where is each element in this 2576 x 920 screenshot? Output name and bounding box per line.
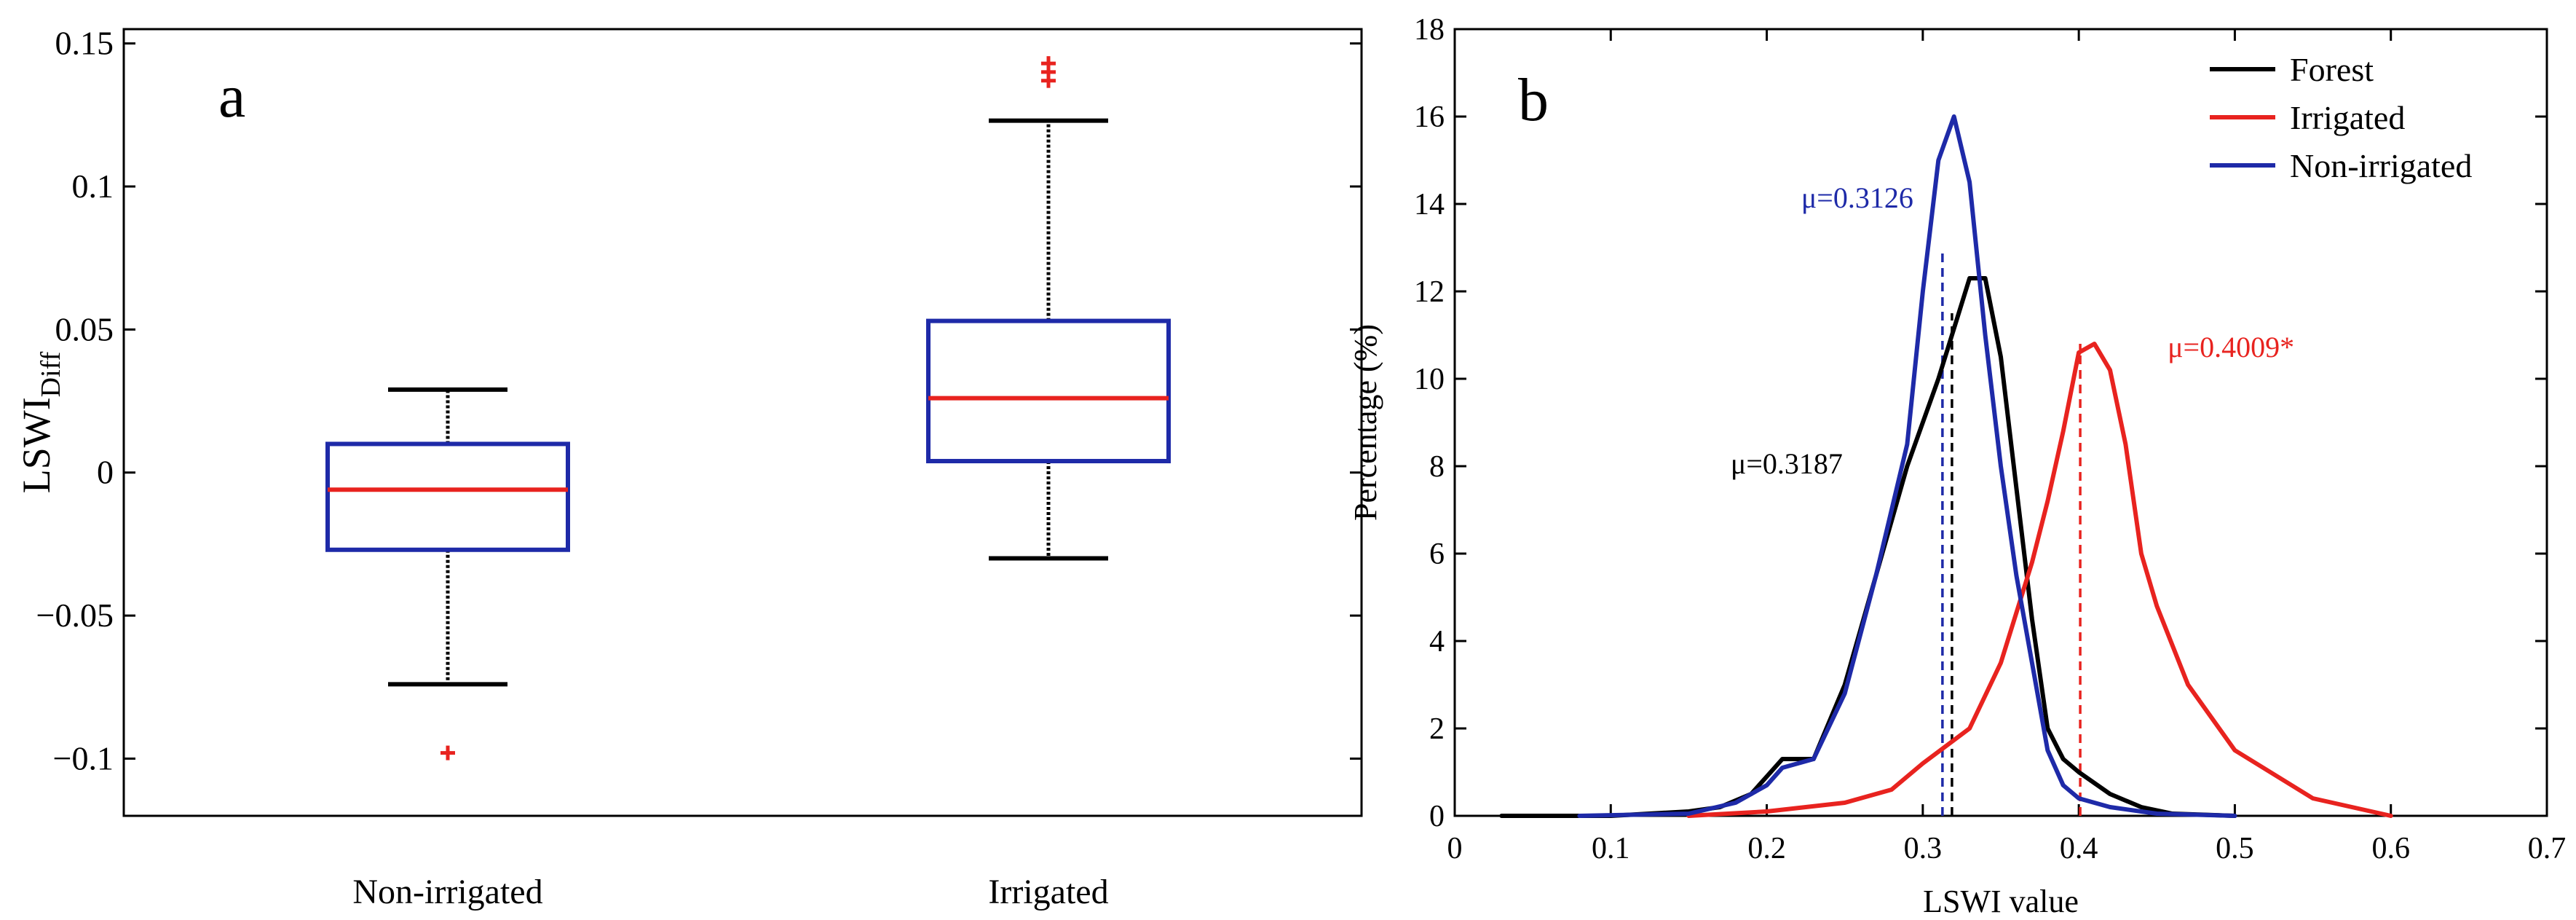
panel-b-lineplot: b LSWI value Percentage (%) 0 2 4 6 8 10 12 14 1…	[1348, 13, 2566, 919]
y-tick-label-b: 14	[1414, 188, 1445, 221]
x-tick-label-a: Irrigated	[988, 873, 1108, 911]
x-tick-label-b: 0.5	[2216, 832, 2254, 865]
y-tick-label-b: 12	[1414, 275, 1445, 309]
mean-label-non-irrigated: μ=0.3126	[1801, 181, 1913, 214]
mean-label-forest: μ=0.3187	[1731, 447, 1843, 480]
box-non-irrigated	[325, 387, 570, 760]
y-tick-label-b: 0	[1429, 800, 1445, 833]
y-tick-label-b: 16	[1414, 101, 1445, 134]
panel-a-y-ticks: −0.1 −0.05 0 0.05 0.1 0.15	[36, 25, 1362, 777]
y-tick-label-b: 6	[1429, 538, 1445, 571]
panel-b-legend: Forest Irrigated Non-irrigated	[2210, 51, 2472, 184]
box-iqr	[926, 318, 1171, 464]
y-tick-label-a: 0.05	[55, 310, 114, 347]
panel-b-label: b	[1518, 66, 1549, 134]
legend-label: Non-irrigated	[2290, 147, 2472, 184]
series-line-non-irrigated	[1577, 114, 2237, 818]
panel-b-x-axis-label: LSWI value	[1923, 884, 2079, 919]
x-tick-label-b: 0.7	[2528, 832, 2567, 865]
panel-a-boxplot: a LSWIDiff −0.1 −0.05 0 0.05 0.1 0.15 Non-irr…	[15, 25, 1363, 911]
x-tick-label-b: 0	[1447, 832, 1463, 865]
legend-item-irrigated: Irrigated	[2210, 99, 2405, 136]
y-tick-label-b: 18	[1414, 13, 1445, 47]
mean-label-irrigated: μ=0.4009*	[2168, 331, 2294, 363]
panel-a-boxes	[325, 56, 1171, 760]
x-tick-label-b: 0.1	[1592, 832, 1630, 865]
panel-b-y-axis-label: Percentage (%)	[1348, 324, 1383, 521]
y-tick-label-b: 4	[1429, 625, 1445, 658]
y-tick-label-a: 0	[97, 454, 114, 491]
legend-label: Forest	[2290, 51, 2374, 88]
y-tick-label-a: −0.1	[53, 739, 114, 777]
series-line-irrigated	[1686, 342, 2393, 818]
panel-b-x-ticks: 0 0.1 0.2 0.3 0.4 0.5 0.6 0.7	[1447, 29, 2567, 865]
panel-a-y-axis-label: LSWIDiff	[15, 351, 66, 493]
x-tick-label-b: 0.6	[2371, 832, 2410, 865]
x-tick-label-b: 0.4	[2060, 832, 2098, 865]
box-irrigated	[926, 56, 1171, 561]
panel-b-series	[1499, 114, 2393, 818]
y-tick-label-b: 8	[1429, 450, 1445, 484]
x-tick-label-a: Non-irrigated	[352, 873, 542, 911]
y-tick-label-b: 2	[1429, 712, 1445, 746]
legend-item-non-irrigated: Non-irrigated	[2210, 147, 2472, 184]
box-iqr	[325, 441, 570, 552]
panel-b-mean-lines: μ=0.3187 μ=0.4009* μ=0.3126	[1731, 181, 2294, 816]
panel-a-x-ticks: Non-irrigated Irrigated	[352, 873, 1108, 911]
series-line-forest	[1499, 276, 2237, 818]
legend-label: Irrigated	[2290, 99, 2405, 136]
y-tick-label-b: 10	[1414, 363, 1445, 396]
panel-a-label: a	[218, 63, 245, 130]
legend-item-forest: Forest	[2210, 51, 2374, 88]
y-tick-label-a: 0.15	[55, 25, 114, 62]
x-tick-label-b: 0.3	[1904, 832, 1943, 865]
x-tick-label-b: 0.2	[1747, 832, 1786, 865]
y-tick-label-a: −0.05	[36, 597, 114, 634]
panel-b-y-ticks: 0 2 4 6 8 10 12 14 16 18	[1414, 13, 2547, 833]
y-tick-label-a: 0.1	[72, 168, 114, 205]
panel-a-plot-frame	[122, 28, 1363, 817]
panel-b-plot-frame	[1453, 28, 2548, 817]
